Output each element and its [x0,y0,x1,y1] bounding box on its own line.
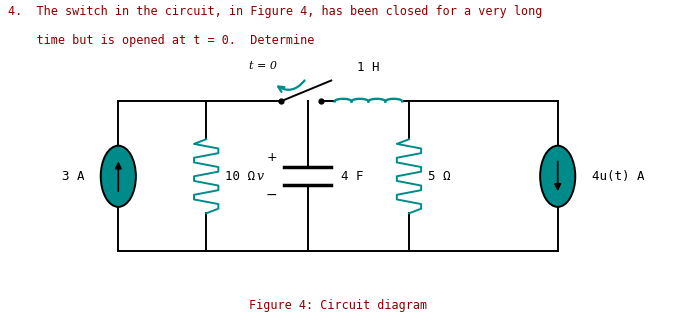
Text: 4.  The switch in the circuit, in Figure 4, has been closed for a very long: 4. The switch in the circuit, in Figure … [8,5,542,18]
Text: 5 Ω: 5 Ω [428,170,450,183]
Text: Figure 4: Circuit diagram: Figure 4: Circuit diagram [249,299,427,312]
Text: 3 A: 3 A [62,170,84,183]
Text: −: − [266,188,277,202]
Text: 4 F: 4 F [341,170,364,183]
Text: v: v [256,170,264,183]
Ellipse shape [101,146,136,207]
Text: time but is opened at t = 0.  Determine: time but is opened at t = 0. Determine [8,34,322,47]
Text: 10 Ω: 10 Ω [225,170,255,183]
Text: t = 0: t = 0 [249,61,277,71]
Text: 1 H: 1 H [357,61,380,74]
Ellipse shape [540,146,575,207]
Text: 4u(t) A: 4u(t) A [592,170,644,183]
Text: +: + [266,151,277,164]
